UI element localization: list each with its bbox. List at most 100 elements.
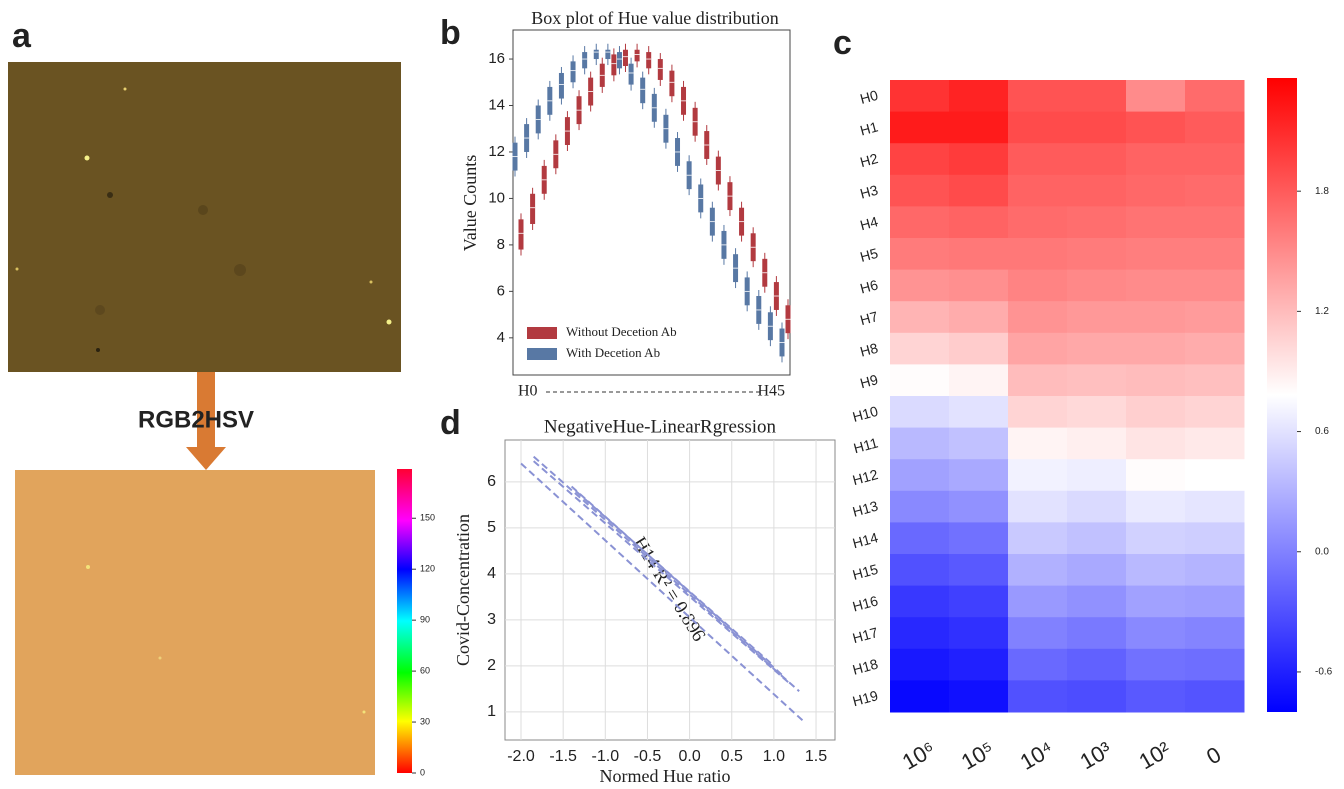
box [518,219,524,250]
heatmap-cell [890,396,950,429]
box [582,52,588,69]
regression-line [533,460,792,686]
heatmap-cell [1067,585,1127,618]
x-tick-label: 0.0 [678,748,700,765]
heatmap-cell [949,459,1009,492]
heatmap-cell [1185,238,1245,271]
heatmap-cell [1185,522,1245,555]
heatmap-cell [1067,490,1127,523]
heatmap-cell [1067,238,1127,271]
plot-frame [512,29,791,376]
heatmap-cell [949,80,1009,113]
y-tick-label: 4 [497,329,505,346]
heatmap-cell [949,111,1009,144]
heatmap-cell [1008,427,1068,460]
heatmap-cell [890,554,950,587]
box [558,72,564,99]
x-tick-label: -1.5 [549,748,577,765]
row-label: H7 [858,308,880,328]
heatmap-cell [1185,301,1245,334]
heatmap-cell [1126,648,1186,681]
heatmap-cell [1067,427,1127,460]
y-tick-label: 16 [488,50,505,67]
heatmap-cell [1067,617,1127,650]
heatmap-cell [1067,648,1127,681]
legend-label: Without Decetion Ab [566,324,677,339]
box [611,54,617,76]
heatmap-cell [1185,206,1245,239]
heatmap-cell [1185,332,1245,365]
heatmap-cell [949,174,1009,207]
heatmap-cell [949,332,1009,365]
box [628,63,634,85]
heatmap-cell [1185,396,1245,429]
heatmap-cell [1126,680,1186,713]
row-label: H14 [851,529,880,551]
heatmap-cell [1008,80,1068,113]
colorbar-tick-label: 1.2 [1315,306,1329,317]
y-tick-label: 4 [487,565,496,582]
heatmap-cell [1126,238,1186,271]
heatmap-cell [1067,332,1127,365]
box [570,61,576,83]
heatmap-cell [1067,301,1127,334]
heatmap-cell [1185,617,1245,650]
heatmap-cell [949,522,1009,555]
y-tick-label: 8 [497,236,505,253]
row-label: H5 [858,245,880,265]
panel-label: b [440,14,461,52]
annotation: H14 R² = 0.896 [629,533,710,645]
row-label: H6 [858,276,880,296]
heatmap-cell [1067,111,1127,144]
box [640,77,646,104]
heatmap-cell [890,332,950,365]
heatmap-cell [1126,364,1186,397]
colorbar-tick-label: 0.6 [1315,426,1329,437]
heatmap-cell [1008,174,1068,207]
y-tick-label: 3 [487,611,496,628]
heatmap-cell [1008,269,1068,302]
heatmap-cell [1126,459,1186,492]
box [622,49,628,67]
heatmap-cell [949,238,1009,271]
row-label: H12 [851,466,880,488]
heatmap-cell [1008,490,1068,523]
heatmap-cell [890,80,950,113]
row-label: H16 [851,592,880,614]
row-label: H2 [858,150,880,170]
panel-c: H0 H1 H2 H3 H4 H5 H6 H7 H8 H9 H10 H11 H12 H13 H14 H15 H1… [851,80,1333,775]
heatmap-cell [890,206,950,239]
colorbar-tick-label: 0 [420,767,425,777]
heatmap-cell [949,585,1009,618]
y-axis-label: Covid-Concentration [453,514,473,666]
arrow-shaft [197,372,215,447]
colorbar-tick-label: 0.0 [1315,546,1329,557]
box [669,70,675,97]
row-label: H19 [851,687,880,709]
heatmap-cell [890,490,950,523]
row-label: H9 [858,371,880,391]
specks [15,87,392,352]
heatmap-cell [949,427,1009,460]
heatmap-cell [949,680,1009,713]
plot-frame [504,439,836,741]
hsv-specks [86,565,366,714]
box [605,49,611,60]
heatmap-cell [1126,490,1186,523]
chart-title: NegativeHue-LinearRgression [544,416,777,437]
heatmap-cell [1185,427,1245,460]
column-label: 10⁶ [898,736,940,774]
heatmap-cell [1008,554,1068,587]
column-label: 10³ [1076,737,1116,775]
heatmap-cell [890,427,950,460]
row-label: H8 [858,340,880,360]
heatmap-cell [1067,459,1127,492]
regression-line [570,485,783,676]
arrow-head [186,447,226,470]
heatmap-cell [1126,206,1186,239]
heatmap-cell [1126,174,1186,207]
row-label: H17 [851,624,880,646]
heatmap-cell [890,459,950,492]
heatmap-cell [1126,617,1186,650]
heatmap-cell [1126,143,1186,176]
